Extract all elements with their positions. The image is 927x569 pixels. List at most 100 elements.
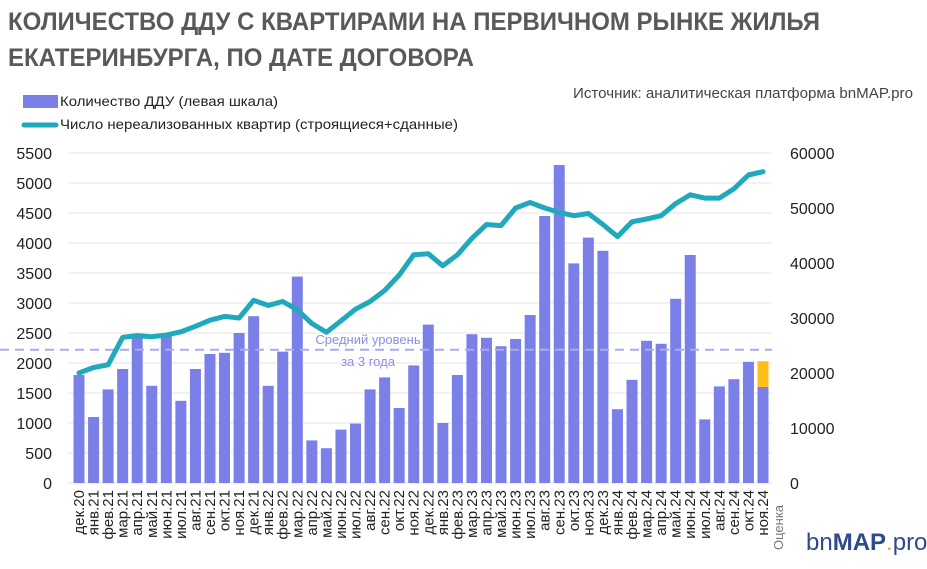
x-tick-label: мар.21 <box>115 490 132 538</box>
x-tick-label: июл.24 <box>697 490 714 539</box>
bar <box>233 333 245 483</box>
chart-title-line1: КОЛИЧЕСТВО ДДУ С КВАРТИРАМИ НА ПЕРВИЧНОМ… <box>8 8 820 36</box>
x-tick-label: сен.23 <box>551 490 568 535</box>
bar <box>131 337 143 483</box>
bar <box>291 276 303 483</box>
bar <box>495 346 507 483</box>
x-tick-label: окт.21 <box>217 490 234 531</box>
y-left-tick-label: 500 <box>25 446 52 463</box>
y-left-tick-label: 2000 <box>16 356 52 373</box>
bar <box>684 255 696 483</box>
x-tick-label: дек.23 <box>595 490 612 535</box>
x-tick-label: янв.24 <box>609 490 626 535</box>
svg-text:bnMAP.pro: bnMAP.pro <box>806 529 927 556</box>
x-tick-label: май.21 <box>144 490 161 538</box>
bnmap-logo: bnMAP.pro <box>806 529 927 556</box>
x-tick-label: янв.23 <box>435 490 452 535</box>
bar <box>160 336 172 483</box>
x-tick-label: июл.21 <box>173 490 190 539</box>
y-right-tick-label: 20000 <box>790 366 835 383</box>
bar <box>597 250 609 483</box>
x-tick-label: июн.22 <box>333 490 350 539</box>
x-tick-label: фев.24 <box>624 490 641 540</box>
x-tick-label: дек.21 <box>246 490 263 535</box>
y-axis-right: 0 10000 20000 30000 40000 50000 60000 <box>790 146 835 493</box>
x-tick-label: июл.22 <box>348 490 365 539</box>
bar <box>655 343 667 483</box>
bar <box>379 377 391 483</box>
x-tick-label: фев.22 <box>275 490 292 540</box>
x-tick-label: июн.23 <box>508 490 525 539</box>
x-tick-label: янв.22 <box>260 490 277 535</box>
x-tick-label: апр.22 <box>304 490 321 536</box>
bar <box>306 440 318 483</box>
bar <box>350 423 362 483</box>
bar <box>451 375 463 483</box>
x-tick-label: авг.22 <box>362 490 379 531</box>
x-tick-label: ноя.21 <box>231 490 248 536</box>
bar <box>611 409 623 483</box>
legend-swatch-bars <box>23 95 58 108</box>
x-tick-label: авг.21 <box>187 490 204 531</box>
bar <box>248 316 260 483</box>
x-tick-label: ноя.24 <box>755 490 772 536</box>
x-tick-label: окт.24 <box>740 490 757 531</box>
bar <box>742 361 754 483</box>
bar <box>175 400 187 483</box>
x-axis-labels: дек.20янв.21фев.21мар.21апр.21май.21июн.… <box>71 490 772 540</box>
x-tick-label: июл.23 <box>522 490 539 539</box>
x-tick-label: янв.21 <box>86 490 103 535</box>
y-right-tick-label: 40000 <box>790 256 835 273</box>
y-right-tick-label: 60000 <box>790 146 835 163</box>
x-tick-label: сен.22 <box>377 490 394 535</box>
x-tick-label: сен.21 <box>202 490 219 535</box>
bar <box>582 237 594 483</box>
bar <box>510 339 522 483</box>
x-tick-label: май.22 <box>318 490 335 538</box>
x-tick-label: апр.23 <box>478 490 495 536</box>
bar <box>320 448 332 483</box>
y-left-tick-label: 1500 <box>16 386 52 403</box>
y-left-tick-label: 4000 <box>16 236 52 253</box>
y-left-tick-label: 3000 <box>16 296 52 313</box>
bar <box>553 165 565 483</box>
y-axis-left: 0 500 1000 1500 2000 2500 3000 3500 4000 4500 5000… <box>16 146 52 493</box>
x-tick-label: мар.23 <box>464 490 481 538</box>
y-left-tick-label: 4500 <box>16 206 52 223</box>
estimate-label: Оценка <box>771 504 786 550</box>
bar <box>88 417 100 483</box>
x-tick-label: мар.22 <box>289 490 306 538</box>
x-tick-label: авг.23 <box>537 490 554 531</box>
bar <box>189 369 201 483</box>
unsold-apartments-line <box>76 169 766 376</box>
source-text: Источник: аналитическая платформа bnMAP.… <box>573 85 913 102</box>
x-tick-label: апр.24 <box>653 490 670 536</box>
bar <box>262 385 274 483</box>
y-right-tick-label: 50000 <box>790 201 835 218</box>
x-tick-label: апр.21 <box>129 490 146 536</box>
bar <box>568 263 580 483</box>
y-right-tick-label: 30000 <box>790 311 835 328</box>
bar <box>757 387 769 483</box>
bars <box>73 165 769 483</box>
x-tick-label: фев.23 <box>449 490 466 540</box>
y-left-tick-label: 2500 <box>16 326 52 343</box>
y-right-tick-label: 10000 <box>790 421 835 438</box>
bar <box>699 419 711 483</box>
bar <box>466 334 478 483</box>
bar <box>422 324 434 483</box>
x-tick-label: июн.21 <box>158 490 175 539</box>
legend-label-bars: Количество ДДУ (левая шкала) <box>60 93 278 109</box>
bar <box>219 352 231 483</box>
bar <box>524 315 536 483</box>
bar <box>670 298 682 483</box>
x-tick-label: ноя.22 <box>406 490 423 536</box>
y-left-tick-label: 5000 <box>16 176 52 193</box>
bar <box>117 369 129 483</box>
x-tick-label: май.24 <box>668 490 685 538</box>
y-left-tick-label: 1000 <box>16 416 52 433</box>
bar <box>408 365 420 483</box>
legend: Количество ДДУ (левая шкала) Число нереа… <box>21 93 458 132</box>
bar <box>728 379 740 483</box>
